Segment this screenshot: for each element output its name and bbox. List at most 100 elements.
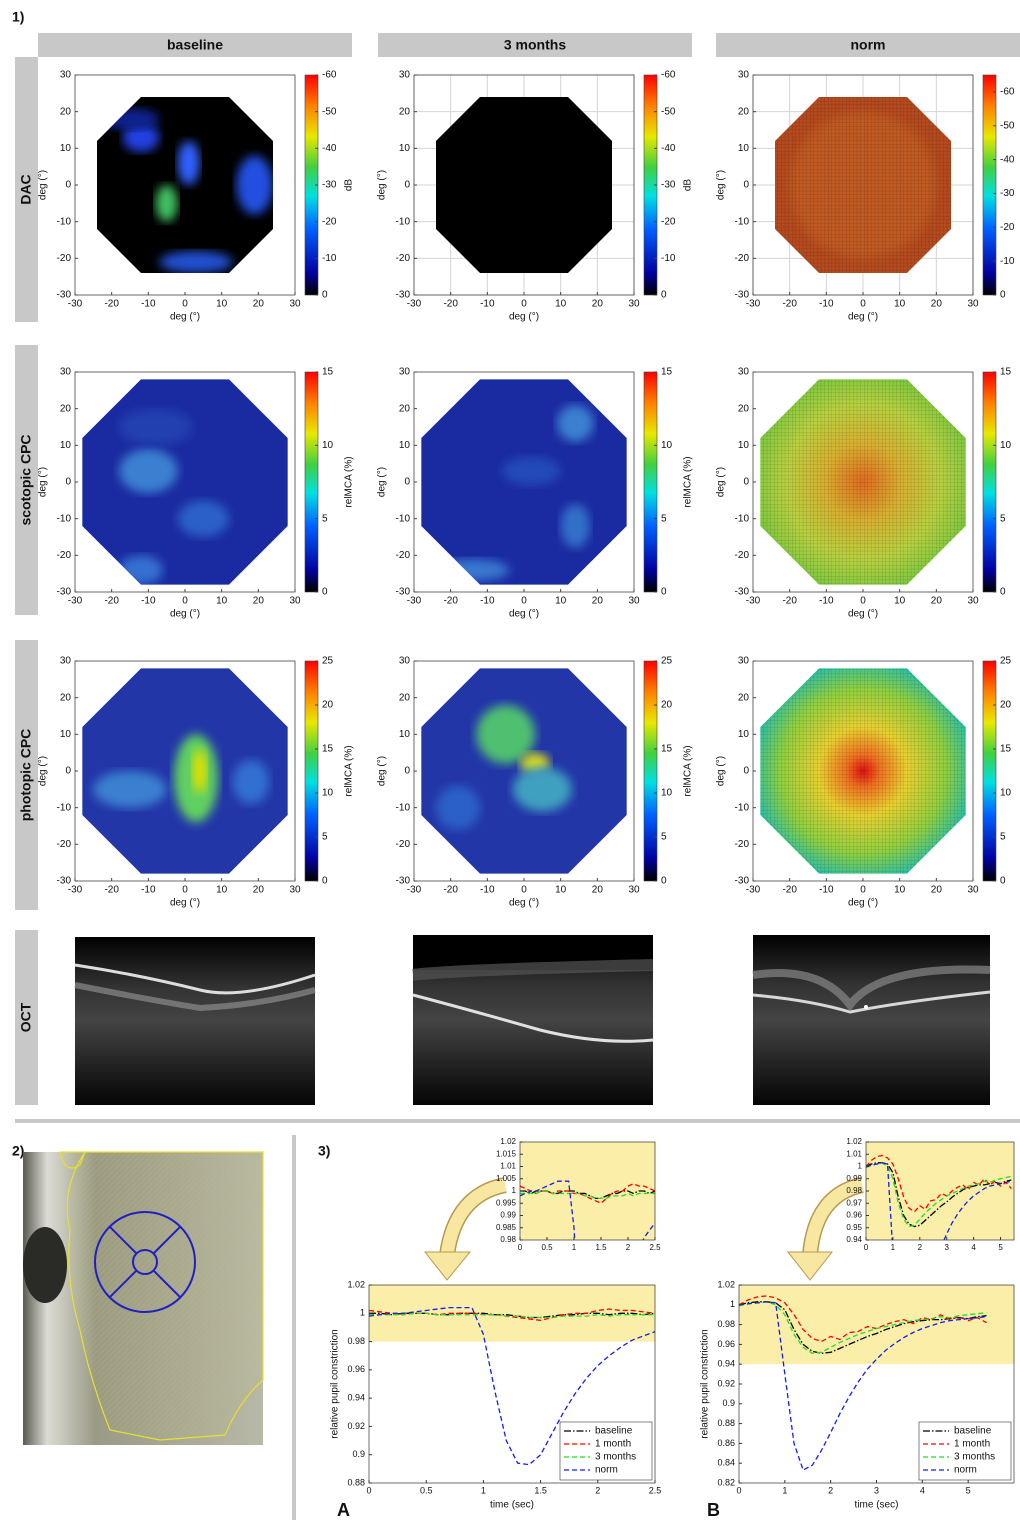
- series-line: [866, 1162, 1012, 1240]
- y-tick-label: 0.98: [347, 1336, 365, 1346]
- colorbar-tick-label: 0: [1000, 290, 1006, 301]
- oct-image: [74, 937, 316, 1105]
- y-axis-label: deg (°): [377, 756, 388, 786]
- y-tick-label: -10: [735, 802, 750, 813]
- row-header: OCT: [18, 1002, 34, 1032]
- zoom-arrow: [786, 1177, 865, 1281]
- row-header: scotopic CPC: [18, 434, 34, 525]
- y-tick-label: -10: [735, 513, 750, 524]
- y-tick-label: 0.995: [496, 1198, 517, 1207]
- colorbar: [643, 660, 658, 882]
- x-axis-label: deg (°): [848, 312, 878, 323]
- x-tick-label: -20: [104, 885, 119, 896]
- y-tick-label: 30: [60, 367, 72, 378]
- legend-label: 3 months: [595, 1452, 636, 1463]
- y-tick-label: 10: [60, 143, 72, 154]
- y-tick-label: -20: [735, 550, 750, 561]
- series-line: [739, 1301, 987, 1354]
- colorbar-label: relMCA (%): [683, 745, 694, 796]
- y-tick-label: 0.99: [500, 1211, 516, 1220]
- x-tick-label: -20: [443, 885, 458, 896]
- series-line: [739, 1301, 987, 1354]
- x-tick-label: 1: [572, 1243, 577, 1252]
- x-tick-label: 10: [894, 885, 906, 896]
- x-tick-label: -20: [782, 299, 797, 310]
- y-tick-label: 10: [399, 440, 411, 451]
- row-header-bar: [15, 930, 38, 1105]
- y-tick-label: -20: [57, 253, 72, 264]
- x-tick-label: -30: [68, 299, 83, 310]
- y-tick-label: 30: [399, 367, 411, 378]
- heatmap: [760, 379, 966, 585]
- colorbar-tick-label: 0: [661, 290, 667, 301]
- heatmap-region: [122, 122, 160, 152]
- x-tick-label: 5: [998, 1243, 1003, 1252]
- x-tick-label: -10: [141, 885, 156, 896]
- x-tick-label: 0: [521, 885, 527, 896]
- series-line: [369, 1306, 655, 1466]
- y-tick-label: 0.98: [500, 1235, 516, 1244]
- x-tick-label: 30: [289, 596, 301, 607]
- heatmap-region: [560, 504, 590, 548]
- colorbar-tick-label: 20: [322, 700, 334, 711]
- colorbar-tick-label: 10: [322, 440, 334, 451]
- heatmap-region: [177, 141, 200, 185]
- y-tick-label: -10: [57, 513, 72, 524]
- colorbar-label: relMCA (%): [344, 456, 355, 507]
- oct-image: [412, 935, 654, 1105]
- x-tick-label: 10: [894, 596, 906, 607]
- y-tick-label: -30: [396, 290, 411, 301]
- colorbar-tick-label: -10: [322, 253, 337, 264]
- y-tick-label: -10: [57, 802, 72, 813]
- x-axis-label: deg (°): [848, 609, 878, 620]
- x-tick-label: -10: [819, 299, 834, 310]
- colorbar-tick-label: -10: [661, 253, 676, 264]
- highlight-band: [739, 1285, 1014, 1365]
- x-tick-label: 20: [931, 299, 943, 310]
- colorbar-tick-label: 15: [1000, 367, 1012, 378]
- x-tick-label: 2: [595, 1485, 600, 1495]
- y-tick-label: 20: [738, 106, 750, 117]
- heatmap-fill: [436, 97, 612, 273]
- column-header: 3 months: [504, 37, 566, 53]
- x-tick-label: 20: [253, 596, 265, 607]
- x-axis-label: deg (°): [509, 312, 539, 323]
- y-tick-label: 0.985: [496, 1223, 517, 1232]
- colorbar-label: relMCA (%): [683, 456, 694, 507]
- colorbar-tick-label: 0: [322, 587, 328, 598]
- heatmap: [421, 668, 627, 874]
- y-tick-label: -10: [57, 216, 72, 227]
- colorbar-tick-label: 20: [661, 700, 673, 711]
- y-axis-label: deg (°): [716, 170, 727, 200]
- part-label: 1): [12, 9, 24, 25]
- row-header-bar: [15, 57, 38, 322]
- x-tick-label: 4: [971, 1243, 976, 1252]
- y-tick-label: 20: [738, 403, 750, 414]
- y-tick-label: 1.01: [846, 1149, 862, 1158]
- colorbar-tick-label: -20: [322, 216, 337, 227]
- x-tick-label: 0: [518, 1243, 523, 1252]
- x-tick-label: -30: [68, 885, 83, 896]
- x-tick-label: 20: [592, 885, 604, 896]
- series-line: [369, 1308, 655, 1322]
- colorbar-tick-label: 10: [1000, 440, 1012, 451]
- row-header: DAC: [18, 174, 34, 204]
- y-tick-label: -20: [57, 550, 72, 561]
- y-tick-label: -20: [396, 550, 411, 561]
- colorbar-tick-label: 10: [322, 788, 334, 799]
- heatmap-region: [177, 500, 229, 537]
- axes-frame: [368, 1284, 656, 1484]
- colorbar-tick-label: 25: [1000, 656, 1012, 667]
- x-tick-label: 20: [931, 596, 943, 607]
- plot-area: [369, 1285, 655, 1466]
- x-tick-label: 30: [289, 885, 301, 896]
- x-tick-label: 30: [628, 885, 640, 896]
- x-tick-label: 30: [967, 885, 979, 896]
- y-tick-label: 0.96: [846, 1211, 862, 1220]
- x-tick-label: 0: [366, 1485, 371, 1495]
- heatmap: [82, 668, 288, 874]
- y-tick-label: 0.86: [717, 1438, 735, 1448]
- heatmap-region: [159, 251, 233, 273]
- y-tick-label: 1: [512, 1186, 517, 1195]
- legend-label: baseline: [595, 1426, 633, 1437]
